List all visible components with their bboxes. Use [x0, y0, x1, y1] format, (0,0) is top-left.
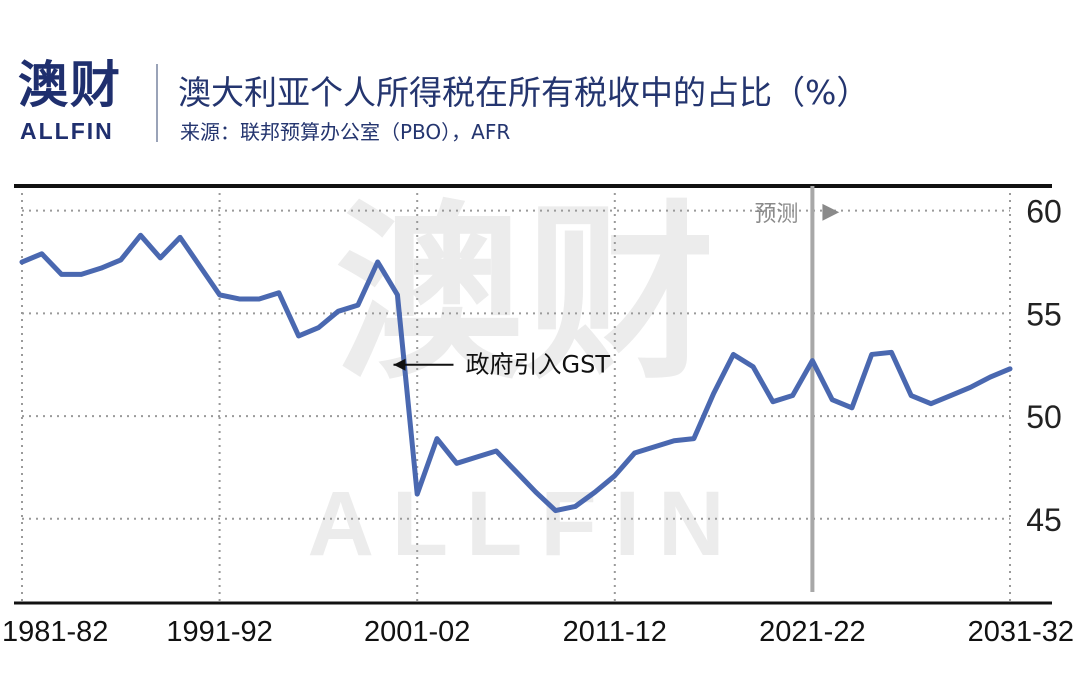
data-point: [454, 461, 459, 466]
forecast-label: 预测: [754, 202, 798, 227]
data-point: [39, 251, 44, 256]
x-tick-label: 1991-92: [166, 616, 272, 648]
x-tick-label: 1981-82: [2, 616, 108, 648]
data-point: [909, 393, 914, 398]
data-point: [415, 491, 420, 497]
data-point: [711, 391, 716, 396]
data-point: [494, 448, 499, 454]
y-tick-label: 50: [1026, 399, 1062, 435]
data-point: [197, 263, 203, 269]
data-point: [375, 259, 380, 265]
data-point: [968, 385, 973, 390]
data-point: [691, 436, 697, 441]
data-point: [138, 233, 143, 238]
data-point: [731, 352, 736, 357]
data-point: [889, 350, 894, 355]
x-tick-label: 2011-12: [563, 616, 667, 648]
data-point: [869, 352, 874, 357]
data-point: [533, 489, 538, 495]
brand-logo-chinese: 澳财: [18, 56, 122, 114]
watermark-en: ALLFIN: [307, 473, 742, 575]
data-point: [810, 358, 815, 363]
brand-logo-english: ALLFIN: [20, 118, 114, 144]
data-point: [573, 504, 578, 509]
watermark: 澳财 ALLFIN: [307, 184, 742, 575]
x-tick-label: 2001-02: [364, 616, 470, 648]
data-point: [474, 454, 479, 460]
y-tick-label: 60: [1026, 194, 1062, 230]
data-point: [177, 235, 183, 240]
data-point: [928, 401, 934, 406]
data-point: [276, 290, 282, 296]
data-point: [948, 393, 953, 398]
data-point: [118, 257, 124, 263]
data-point: [612, 473, 617, 478]
data-point: [256, 296, 262, 302]
y-tick-label: 55: [1026, 296, 1062, 332]
x-tick-label: 2031-32: [968, 616, 1074, 648]
data-point: [513, 469, 519, 474]
data-point: [750, 364, 756, 369]
x-tick-label: 2021-22: [759, 616, 865, 648]
data-point: [316, 325, 321, 330]
forecast-arrow-icon: ▶: [822, 199, 839, 224]
data-point: [829, 397, 835, 402]
data-point: [237, 296, 242, 302]
data-point: [98, 265, 104, 271]
data-point: [632, 450, 637, 456]
data-point: [790, 393, 795, 398]
series-layer: [19, 232, 1013, 514]
data-point: [671, 438, 677, 443]
data-point: [553, 508, 558, 513]
data-point: [335, 309, 341, 314]
data-point: [217, 292, 222, 298]
annotation-arrowhead-icon: [393, 358, 406, 371]
annotation-text: 政府引入GST: [465, 351, 610, 379]
chart-title: 澳大利亚个人所得税在所有税收中的占比（%）: [178, 73, 870, 112]
chart-source: 来源：联邦预算办公室（PBO），AFR: [180, 120, 511, 144]
data-point: [652, 444, 657, 450]
data-point: [988, 374, 993, 380]
data-point: [434, 436, 440, 441]
data-point: [770, 399, 776, 404]
tick-labels: 45 50 55 60 1981-82 1991-92 2001-02 2011-12 2021…: [2, 194, 1074, 648]
data-point: [19, 259, 25, 265]
data-point: [395, 292, 400, 298]
data-point: [1007, 366, 1013, 372]
header-divider: [156, 64, 158, 142]
axes: [14, 184, 1052, 605]
y-tick-label: 45: [1026, 502, 1062, 538]
annotations: 政府引入GST: [393, 351, 610, 379]
data-point: [158, 255, 163, 261]
data-point: [59, 272, 64, 277]
data-point: [296, 333, 301, 339]
data-point: [592, 489, 598, 495]
data-point: [79, 272, 84, 277]
data-point: [355, 302, 361, 308]
forecast-region: 预测 ▶: [754, 186, 839, 592]
data-point: [849, 405, 855, 411]
